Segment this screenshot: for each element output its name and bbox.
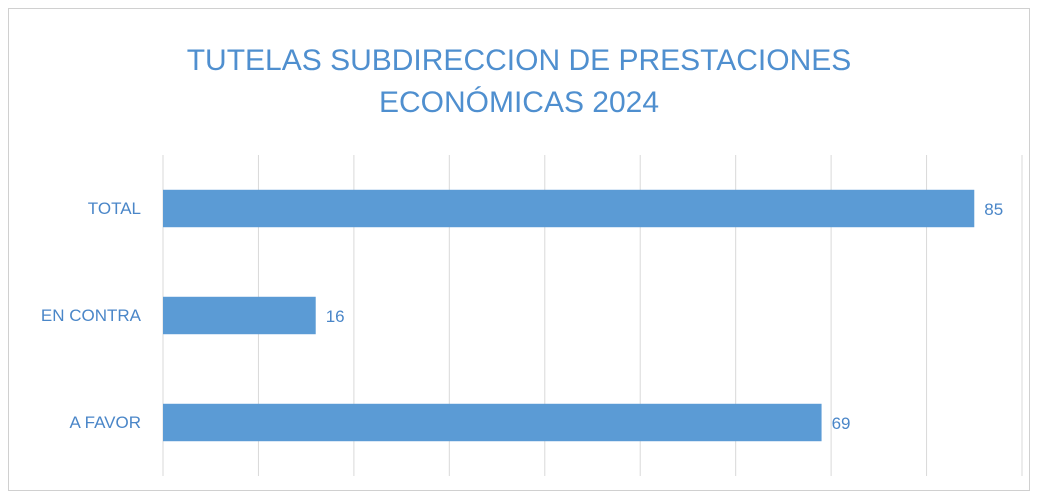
data-label: 85: [984, 200, 1003, 219]
data-label: 16: [326, 307, 345, 326]
chart-title: TUTELAS SUBDIRECCION DE PRESTACIONES: [187, 44, 852, 77]
y-tick-label: A FAVOR: [70, 413, 142, 432]
bar: [163, 189, 975, 228]
y-tick-label: EN CONTRA: [41, 306, 142, 325]
bar: [163, 296, 316, 335]
bar: [163, 403, 822, 442]
y-tick-label: TOTAL: [88, 199, 141, 218]
data-label: 69: [832, 414, 851, 433]
chart-title: ECONÓMICAS 2024: [379, 86, 659, 119]
